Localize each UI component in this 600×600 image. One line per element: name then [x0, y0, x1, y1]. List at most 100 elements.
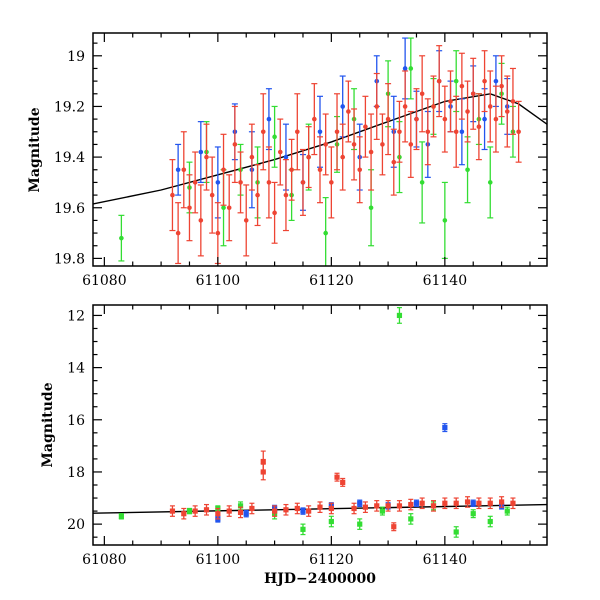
bottom-panel-ylabel: Magnitude	[40, 382, 56, 467]
top-panel-data	[93, 37, 547, 266]
x-tick-label: 61140	[423, 273, 468, 289]
red-data-point	[436, 78, 442, 84]
y-tick-label: 19.6	[54, 201, 85, 217]
green-data-point	[221, 205, 226, 211]
green-data-point	[470, 511, 476, 517]
bottom-panel-data	[93, 307, 547, 538]
green-data-point	[408, 516, 414, 522]
red-data-point	[340, 479, 346, 485]
red-data-point	[510, 99, 516, 104]
red-data-point	[380, 142, 385, 147]
x-tick-label: 61080	[82, 273, 127, 289]
red-data-point	[482, 78, 487, 84]
red-data-point	[408, 142, 414, 147]
blue-data-point	[317, 129, 323, 135]
red-data-point	[453, 129, 459, 135]
red-data-point	[238, 180, 243, 185]
green-data-point	[504, 508, 510, 514]
red-data-point	[419, 91, 425, 97]
red-data-point	[226, 508, 232, 514]
red-data-point	[396, 503, 403, 509]
red-data-point	[385, 116, 391, 122]
green-data-point	[419, 180, 425, 185]
red-data-point	[329, 180, 334, 185]
blue-data-point	[442, 425, 448, 431]
green-data-point	[487, 180, 493, 185]
red-data-point	[391, 159, 397, 165]
red-data-point	[453, 500, 459, 506]
green-data-point	[300, 526, 306, 532]
red-data-point	[187, 205, 192, 211]
red-data-point	[351, 505, 357, 512]
x-tick-label: 61100	[196, 273, 241, 289]
bottom-panel-frame	[92, 304, 548, 546]
red-data-point	[237, 509, 244, 515]
red-data-point	[464, 499, 471, 505]
red-data-point	[374, 503, 380, 509]
red-data-point	[283, 507, 289, 513]
red-data-point	[419, 500, 425, 506]
blue-data-point	[215, 180, 221, 185]
red-data-point	[169, 508, 176, 514]
green-data-point	[118, 513, 124, 519]
top-panel-ylabel: Magnitude	[27, 107, 43, 192]
red-data-point	[425, 129, 431, 135]
red-data-point	[209, 192, 215, 198]
bottom-panel-ticks: 61080 61100 61120 61140 12 14 16 18 20	[67, 305, 547, 568]
red-data-point	[448, 99, 453, 104]
bottom-panel: 61080 61100 61120 61140 12 14 16 18 20 Magnitude…	[40, 304, 548, 587]
bottom-series-green	[118, 307, 510, 538]
red-data-point	[430, 503, 437, 509]
red-data-point	[487, 104, 493, 109]
blue-data-point	[300, 508, 306, 514]
red-data-point	[362, 504, 368, 510]
red-data-point	[340, 154, 346, 160]
red-data-point	[408, 501, 414, 508]
red-data-point	[170, 192, 175, 198]
red-data-point	[317, 504, 323, 510]
red-data-point	[363, 124, 368, 130]
bottom-panel-xlabel: HJD−2400000	[264, 571, 376, 587]
x-tick-label: 61120	[309, 273, 354, 289]
red-data-point	[459, 83, 465, 89]
red-data-point	[181, 167, 187, 173]
top-series-blue	[175, 37, 511, 219]
y-tick-label: 16	[67, 413, 85, 429]
top-panel: 61080 61100 61120 61140 19 19.2 19.4 19.6 19.8 M…	[27, 32, 548, 289]
red-data-point	[402, 104, 408, 109]
blue-data-point	[357, 500, 363, 506]
blue-data-point	[413, 500, 420, 506]
blue-data-point	[283, 154, 289, 160]
red-data-point	[328, 505, 334, 512]
red-data-point	[272, 508, 278, 514]
red-data-point	[198, 218, 204, 223]
green-data-point	[453, 529, 459, 535]
red-data-point	[465, 109, 470, 114]
red-data-point	[476, 500, 482, 506]
x-tick-label: 61100	[196, 552, 241, 568]
red-data-point	[249, 154, 255, 160]
blue-data-point	[402, 66, 408, 71]
red-data-point	[221, 167, 226, 173]
red-data-point	[357, 167, 363, 173]
red-data-point	[385, 503, 391, 509]
bottom-series-red	[169, 450, 516, 532]
blue-data-point	[243, 511, 249, 517]
red-data-point	[306, 154, 311, 160]
blue-data-point	[459, 129, 465, 135]
red-data-point	[306, 508, 312, 514]
blue-data-point	[175, 167, 181, 173]
blue-data-point	[470, 500, 476, 506]
red-data-point	[368, 149, 374, 155]
y-tick-label: 12	[67, 308, 85, 324]
red-data-point	[442, 500, 448, 506]
red-data-point	[493, 116, 499, 122]
red-data-point	[260, 469, 266, 475]
green-data-point	[328, 518, 334, 525]
red-data-point	[272, 210, 277, 216]
red-data-point	[414, 116, 419, 122]
red-data-point	[346, 109, 351, 114]
green-data-point	[186, 508, 193, 514]
green-data-point	[368, 205, 374, 211]
green-data-point	[119, 235, 124, 241]
